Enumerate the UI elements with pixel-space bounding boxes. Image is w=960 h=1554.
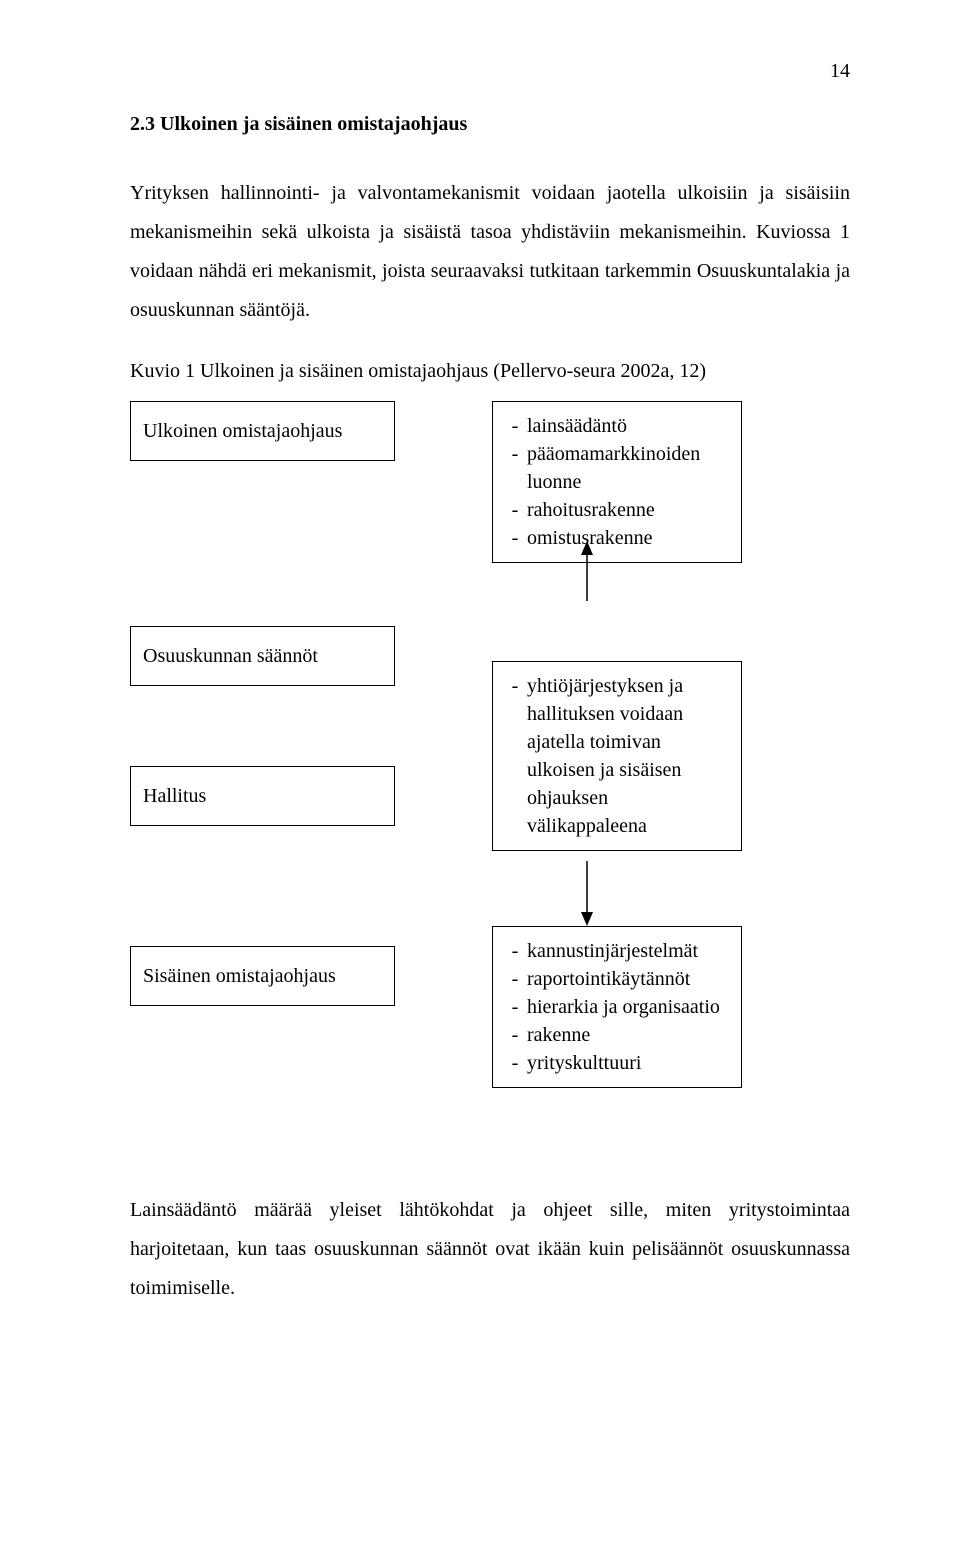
box-osuuskunnan-saannot: Osuuskunnan säännöt	[130, 626, 395, 686]
box-right-2: -yhtiöjärjestyksen ja hallituksen voidaa…	[492, 661, 742, 851]
box-ulkoinen: Ulkoinen omistajaohjaus	[130, 401, 395, 461]
box-sisainen: Sisäinen omistajaohjaus	[130, 946, 395, 1006]
box-right-1: -lainsäädäntö -pääomamarkkinoiden luonne…	[492, 401, 742, 563]
diagram: Ulkoinen omistajaohjaus Osuuskunnan sään…	[130, 401, 850, 1161]
intro-paragraph: Yrityksen hallinnointi- ja valvontamekan…	[130, 174, 850, 330]
r3-i2: hierarkia ja organisaatio	[527, 993, 727, 1021]
bottom-paragraph: Lainsäädäntö määrää yleiset lähtökohdat …	[130, 1191, 850, 1308]
box-hallitus: Hallitus	[130, 766, 395, 826]
r1-i1: pääomamarkkinoiden luonne	[527, 440, 727, 496]
r3-i1: raportointikäytännöt	[527, 965, 727, 993]
double-arrow-icon	[572, 541, 602, 921]
r1-i3: omistusrakenne	[527, 524, 727, 552]
section-heading: 2.3 Ulkoinen ja sisäinen omistajaohjaus	[130, 113, 850, 136]
r1-i0: lainsäädäntö	[527, 412, 727, 440]
r3-i3: rakenne	[527, 1021, 727, 1049]
r3-i4: yrityskulttuuri	[527, 1049, 727, 1077]
r1-i2: rahoitusrakenne	[527, 496, 727, 524]
r2-i0: yhtiöjärjestyksen ja hallituksen voidaan…	[527, 672, 727, 840]
r3-i0: kannustinjärjestelmät	[527, 937, 727, 965]
figure-caption: Kuvio 1 Ulkoinen ja sisäinen omistajaohj…	[130, 360, 850, 383]
box-right-3: -kannustinjärjestelmät -raportointikäytä…	[492, 926, 742, 1088]
page-number: 14	[130, 60, 850, 83]
